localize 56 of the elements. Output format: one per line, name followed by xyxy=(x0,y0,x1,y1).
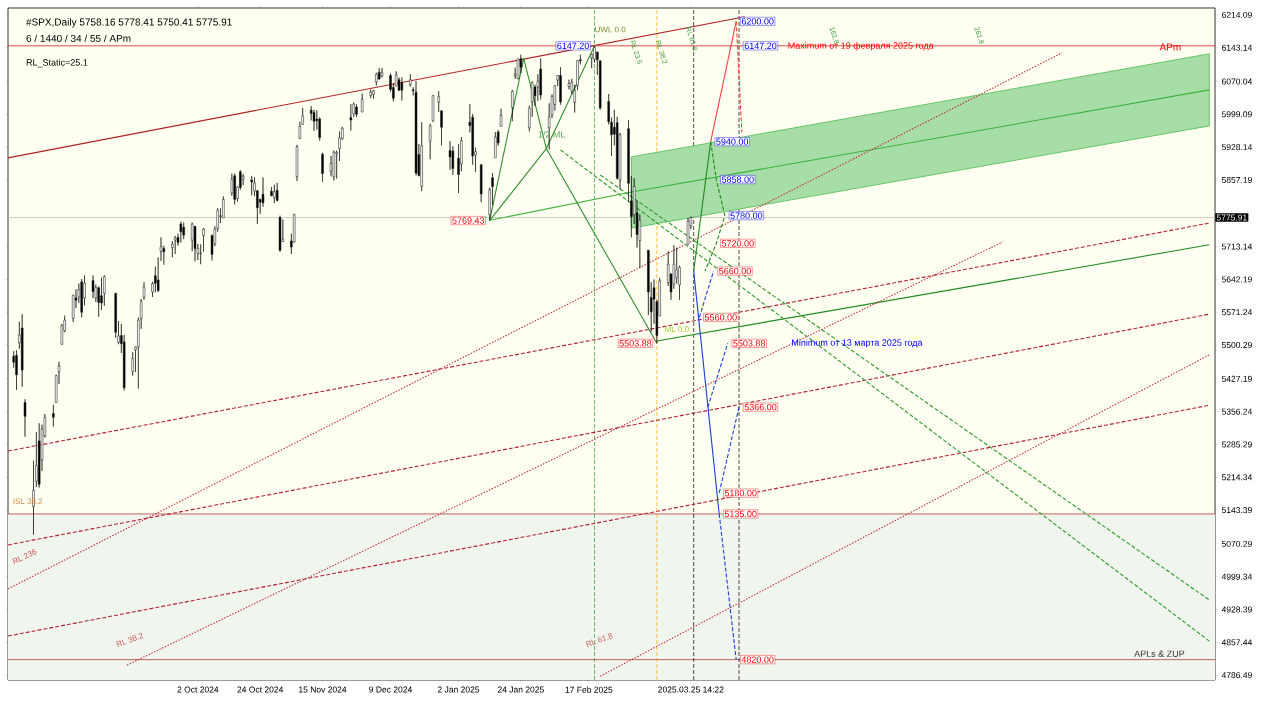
annotation: RL_Static=25.1 xyxy=(26,59,88,68)
y-tick-label: 5070.29 xyxy=(1221,540,1252,547)
y-tick-label: 6070.04 xyxy=(1222,78,1253,85)
annotation: APm xyxy=(1159,43,1181,51)
annotation: 5503.88 xyxy=(619,340,652,347)
annotation: ML 0.0 xyxy=(665,326,689,333)
x-tick-label: 2 Jan 2025 xyxy=(437,686,480,693)
y-tick-label: 4786.49 xyxy=(1221,672,1252,679)
x-tick-label: 2 Oct 2024 xyxy=(177,686,219,693)
x-tick-label: 24 Oct 2024 xyxy=(237,686,284,693)
annotation: 5180.00 xyxy=(724,489,757,497)
annotation: RL 61.8 xyxy=(585,632,613,647)
annotation: 6147.20 xyxy=(744,42,777,50)
y-tick-label: 4857.44 xyxy=(1221,639,1253,646)
x-tick-label: 2025.03.25 14:22 xyxy=(658,686,724,693)
y-tick-label: 5642.19 xyxy=(1221,276,1252,283)
y-tick-label: 6143.14 xyxy=(1222,44,1253,51)
y-tick-label: 5143.39 xyxy=(1221,507,1252,514)
y-tick-label: 5500.29 xyxy=(1221,342,1252,349)
annotation: 5769.43 xyxy=(452,217,485,224)
annotation: 5720.00 xyxy=(721,240,754,247)
annotation: 5940.00 xyxy=(716,138,749,145)
y-tick-label: 5356.24 xyxy=(1221,408,1253,415)
text: 6 / 1440 / 34 / 55 / APm xyxy=(26,34,131,42)
x-tick-label: 15 Nov 2024 xyxy=(299,686,347,693)
y-tick-label: 5285.29 xyxy=(1221,441,1252,448)
y-tick-label: 4999.34 xyxy=(1221,573,1253,580)
y-tick-label: 5214.34 xyxy=(1221,474,1253,481)
annotation: 5858.00 xyxy=(721,176,754,183)
annotation: UWL 0.0 xyxy=(595,26,626,33)
y-tick-label: 4928.39 xyxy=(1221,606,1252,613)
annotation: 5780.00 xyxy=(730,212,763,219)
y-tick-label: 5713.14 xyxy=(1221,243,1253,250)
annotation: 5560.00 xyxy=(704,314,737,321)
annotation: RL 38.2 xyxy=(116,632,144,647)
y-tick-label: 5928.14 xyxy=(1221,144,1253,151)
annotation: 4820.00 xyxy=(741,656,774,663)
y-tick-label: 6214.09 xyxy=(1222,11,1252,18)
y-tick-label: 5427.19 xyxy=(1221,375,1252,382)
ref-line-label: 5775.91 xyxy=(1216,214,1247,221)
annotation: 5660.00 xyxy=(719,267,751,275)
annotation: 5366.00 xyxy=(744,403,777,411)
annotation: Minimum от 13 марта 2025 года xyxy=(792,339,923,348)
x-tick-label: 24 Jan 2025 xyxy=(497,686,544,693)
x-tick-label: 9 Dec 2024 xyxy=(369,686,412,693)
y-tick-label: 5857.19 xyxy=(1221,176,1252,183)
annotation: 5503.88 xyxy=(733,340,766,347)
annotation: 5135.00 xyxy=(724,510,757,518)
annotation: 6200.00 xyxy=(741,18,774,25)
y-tick-label: 5999.09 xyxy=(1221,111,1252,118)
annotation: APLs & ZUP xyxy=(1134,650,1185,657)
text: #SPX,Daily 5758.16 5778.41 5750.41 5775.91 xyxy=(26,18,232,28)
annotation: RL 236 xyxy=(12,549,37,565)
x-tick-label: 17 Feb 2025 xyxy=(565,686,613,693)
y-tick-label: 5571.24 xyxy=(1221,309,1253,316)
annotation: 6147.20 xyxy=(557,42,589,50)
